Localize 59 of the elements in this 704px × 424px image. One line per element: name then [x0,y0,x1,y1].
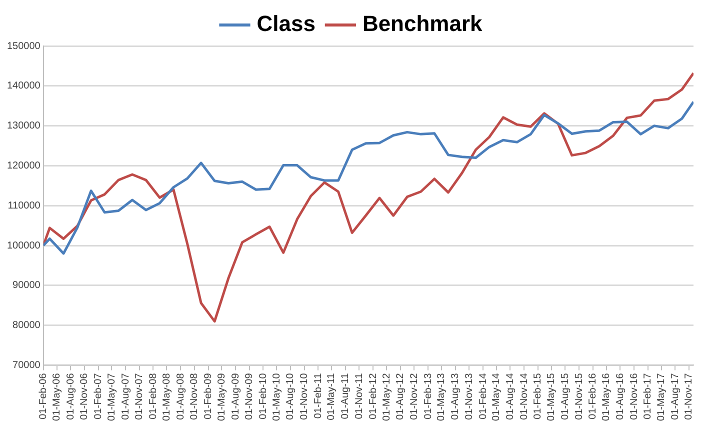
x-tick-label: 01-Feb-15 [532,372,544,420]
x-tick-label: 01-Aug-14 [504,372,516,420]
x-tick-label: 01-Nov-14 [518,372,530,420]
x-tick-label: 01-Aug-06 [65,372,76,420]
x-tick-label: 01-Nov-12 [409,372,420,420]
x-tick-label: 01-May-08 [161,372,172,422]
x-tick-label: 01-Nov-10 [299,372,310,420]
x-tick-label: 01-Feb-12 [368,372,379,420]
x-tick-label: 01-Nov-17 [684,372,695,420]
y-tick-label: 150000 [6,40,41,52]
y-tick-label: 120000 [6,160,41,172]
x-tick-label: 01-Nov-07 [134,372,146,420]
x-tick-label: 01-Nov-06 [79,372,90,420]
x-tick-label: 01-Aug-07 [120,372,132,420]
x-tick-label: 01-Nov-09 [244,372,256,420]
x-tick-label: 01-May-06 [52,372,63,422]
x-tick-label: 01-Aug-17 [670,372,681,420]
x-tick-label: 01-Feb-13 [422,372,434,420]
x-tick-label: 01-Feb-16 [588,372,599,420]
x-tick-label: 01-Feb-17 [642,372,654,420]
x-tick-label: 01-Nov-08 [189,372,200,420]
x-tick-label: 01-May-11 [326,372,338,420]
x-tick-label: 01-Aug-08 [175,372,186,420]
y-tick-label: 130000 [6,120,41,132]
y-tick-label: 110000 [8,200,41,212]
x-tick-label: 01-May-09 [216,372,228,422]
x-tick-label: 01-Aug-10 [285,372,296,420]
x-tick-label: 01-Feb-07 [93,372,104,420]
x-tick-label: 01-May-17 [656,372,668,422]
x-tick-label: 01-Feb-06 [38,372,50,420]
x-tick-label: 01-Feb-10 [258,372,269,420]
y-tick-label: 140000 [6,80,41,92]
x-tick-label: 01-Feb-11 [312,372,324,419]
x-tick-label: 01-Feb-08 [148,372,159,420]
x-tick-label: 01-May-14 [491,372,502,422]
x-tick-label: 01-May-15 [546,372,558,422]
y-tick-label: 90000 [12,280,41,292]
x-tick-label: 01-Aug-16 [614,372,626,420]
x-tick-label: 01-Feb-09 [203,372,214,420]
legend-label: Benchmark [362,11,484,36]
x-tick-label: 01-Aug-09 [230,372,242,420]
x-tick-label: 01-May-16 [601,372,612,422]
x-tick-label: 01-Aug-13 [450,372,462,420]
x-tick-label: 01-May-12 [381,372,392,422]
x-tick-label: 01-Aug-11 [340,372,352,420]
x-tick-label: 01-Nov-11 [354,372,365,420]
x-tick-label: 01-Nov-16 [628,372,640,420]
x-tick-label: 01-May-13 [436,372,448,422]
x-tick-label: 01-Nov-15 [574,372,585,420]
y-tick-label: 100000 [6,240,41,252]
x-tick-label: 01-Aug-15 [560,372,571,420]
y-tick-label: 80000 [12,320,41,332]
x-tick-label: 01-May-10 [271,372,282,422]
legend-label: Class [256,11,316,36]
x-tick-label: 01-May-07 [106,372,118,422]
y-tick-label: 70000 [12,360,41,371]
x-tick-label: 01-Feb-14 [478,372,489,420]
x-tick-label: 01-Nov-13 [464,372,475,420]
x-tick-label: 01-Aug-12 [395,372,406,420]
